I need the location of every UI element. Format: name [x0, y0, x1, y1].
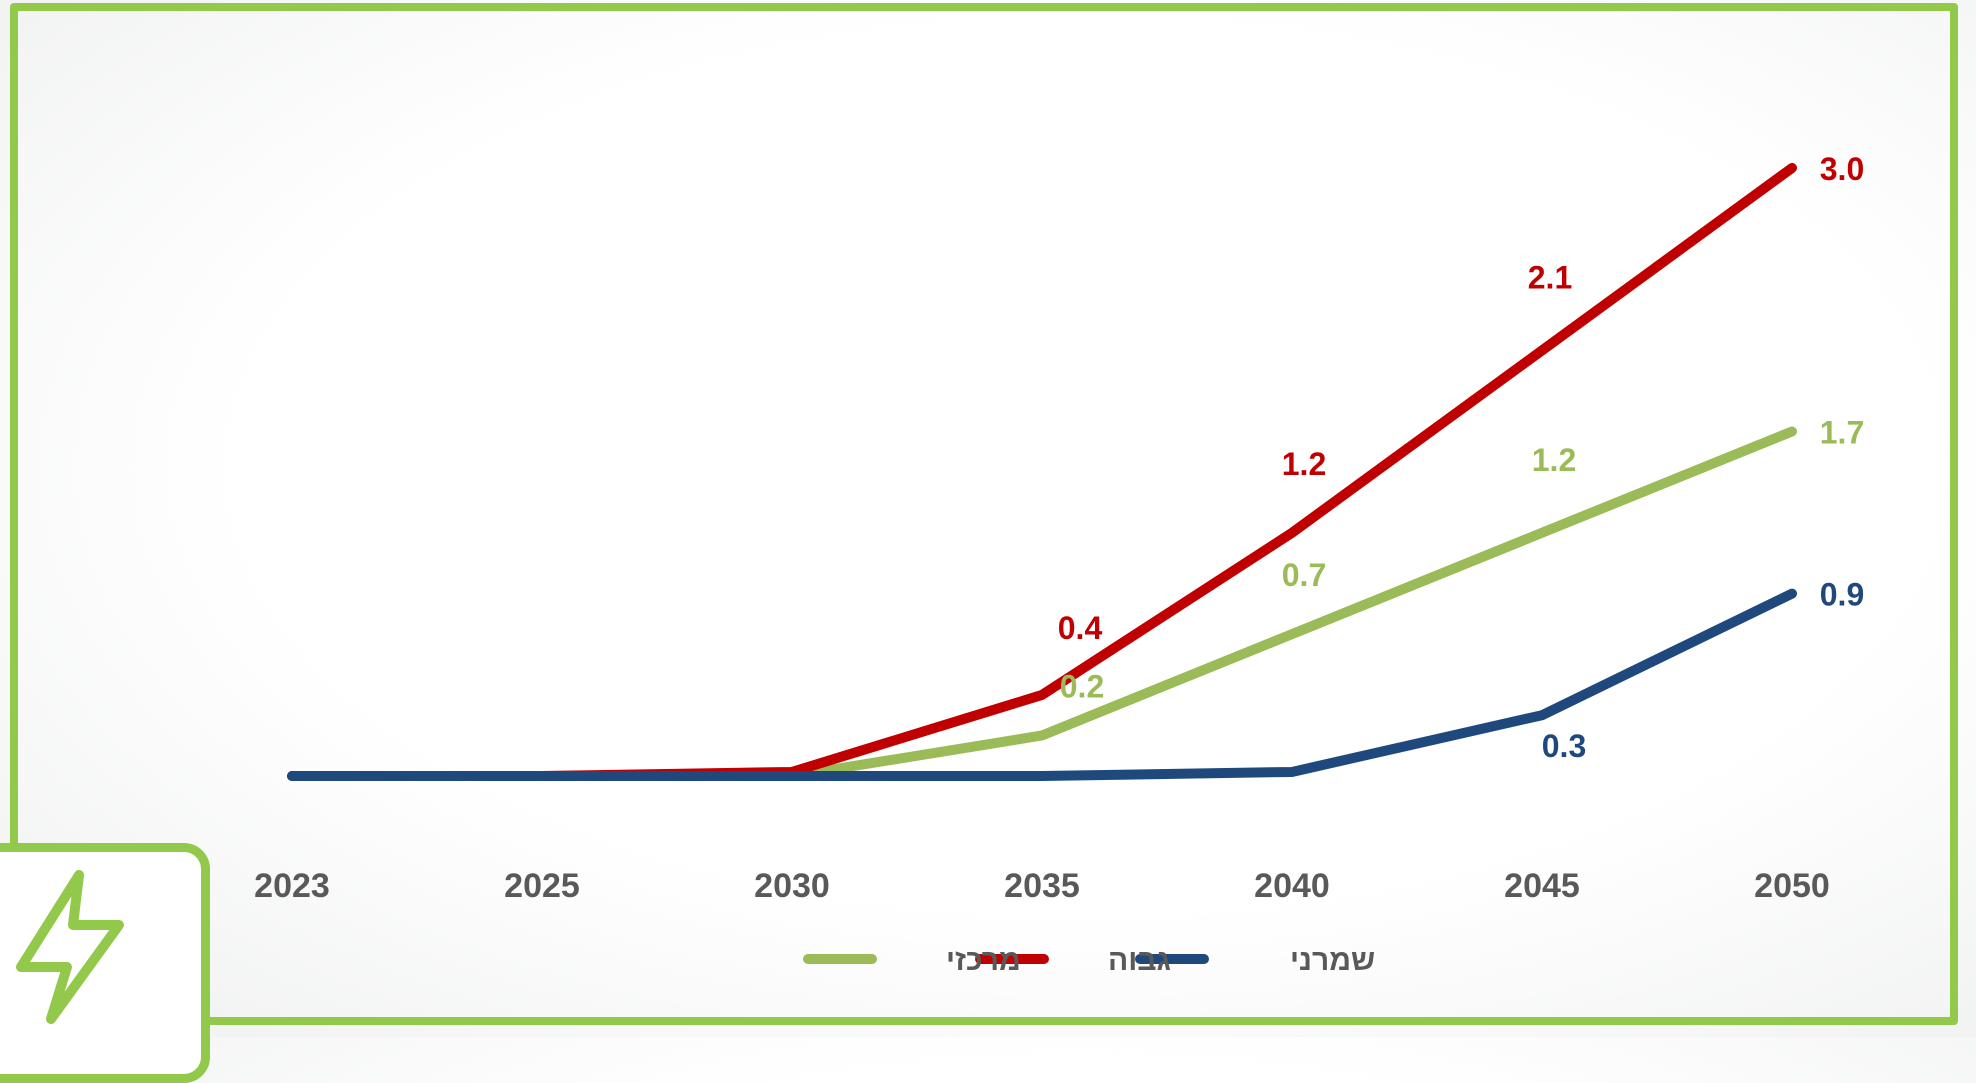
x-tick-label: 2040 — [1254, 867, 1330, 905]
x-tick-label: 2045 — [1504, 867, 1580, 905]
x-tick-label: 2023 — [254, 867, 330, 905]
legend-label: מרכזי — [946, 944, 1021, 977]
data-label: 1.2 — [1532, 442, 1576, 478]
data-label: 2.1 — [1528, 259, 1572, 295]
x-tick-label: 2025 — [504, 867, 580, 905]
data-label: 0.9 — [1820, 577, 1864, 613]
data-label: 0.4 — [1058, 610, 1103, 646]
x-tick-label: 2050 — [1754, 867, 1830, 905]
lightning-bolt-icon — [9, 867, 129, 1027]
legend: שמרני גבוה מרכזי — [808, 944, 1375, 977]
data-label: 1.2 — [1282, 446, 1326, 482]
energy-badge — [0, 843, 210, 1083]
legend-label: גבוה — [1108, 944, 1171, 977]
data-label-layer: 0.2 0.7 1.2 1.7 0.4 1.2 2.1 3.0 0.3 0.9 — [1058, 151, 1864, 764]
x-tick-label: 2035 — [1004, 867, 1080, 905]
legend-label: שמרני — [1290, 944, 1375, 977]
series-line-1 — [292, 431, 1792, 776]
data-label: 3.0 — [1820, 151, 1864, 187]
x-tick-label: 2030 — [754, 867, 830, 905]
x-axis: 2023 2025 2030 2035 2040 2045 2050 — [254, 867, 1830, 905]
data-label: 0.3 — [1542, 728, 1586, 764]
data-label: 1.7 — [1820, 414, 1864, 450]
data-label: 0.7 — [1282, 557, 1326, 593]
data-label: 0.2 — [1060, 668, 1104, 704]
